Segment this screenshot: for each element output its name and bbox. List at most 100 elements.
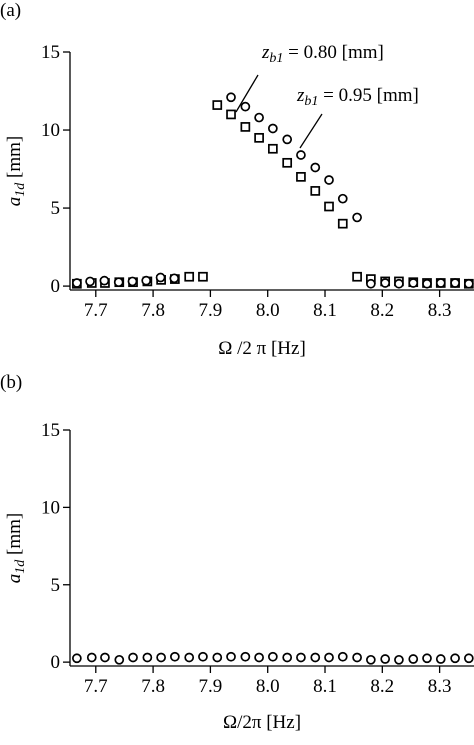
marker <box>240 122 251 132</box>
marker <box>296 652 306 663</box>
marker <box>422 278 432 289</box>
marker <box>352 212 362 223</box>
marker <box>408 278 419 288</box>
marker <box>212 652 223 663</box>
marker <box>254 652 264 663</box>
marker <box>85 276 95 287</box>
x-tick-label: 8.1 <box>313 676 337 697</box>
marker <box>463 278 474 289</box>
marker <box>422 653 432 664</box>
y-tick-label: 10 <box>41 120 60 141</box>
marker <box>86 652 97 663</box>
marker <box>352 271 362 282</box>
marker <box>240 651 251 662</box>
marker <box>127 276 138 287</box>
marker <box>113 277 124 288</box>
marker <box>198 651 208 662</box>
marker <box>240 101 251 112</box>
marker <box>226 92 236 103</box>
marker <box>282 134 293 145</box>
marker <box>141 275 152 286</box>
annotation-symbol: z <box>261 42 270 63</box>
marker <box>337 193 348 204</box>
marker <box>100 652 110 663</box>
marker <box>282 652 293 663</box>
annotation: zb1 = 0.80 [mm] <box>261 42 384 66</box>
y-label-symbol: a <box>4 197 25 207</box>
y-tick-label: 0 <box>51 652 61 673</box>
marker <box>155 272 166 283</box>
y-tick-label: 5 <box>51 575 61 596</box>
y-label-unit: [mm] <box>4 136 25 178</box>
marker <box>408 654 419 664</box>
y-label-symbol: a <box>4 574 25 584</box>
x-tick-label: 8.3 <box>428 676 452 697</box>
y-label-subscript: 1d <box>13 559 28 574</box>
x-tick-label: 8.0 <box>256 676 280 697</box>
marker <box>380 278 391 288</box>
y-label-unit: [mm] <box>4 513 25 555</box>
marker <box>380 654 391 664</box>
marker <box>142 652 153 663</box>
marker <box>169 273 180 284</box>
marker <box>435 654 446 664</box>
marker <box>310 652 321 663</box>
marker <box>268 123 278 134</box>
marker <box>324 201 334 212</box>
x-tick-label: 7.9 <box>199 300 223 321</box>
panel-label: (a) <box>0 0 21 21</box>
y-tick-label: 0 <box>51 276 61 297</box>
marker <box>72 278 82 288</box>
marker <box>324 652 334 663</box>
marker <box>212 100 223 110</box>
marker <box>366 654 376 665</box>
x-tick-label: 7.7 <box>84 676 108 697</box>
marker <box>184 271 195 282</box>
marker <box>435 278 446 288</box>
marker <box>128 652 138 663</box>
x-tick-label: 7.7 <box>84 300 108 321</box>
marker <box>184 652 195 663</box>
marker <box>394 278 404 289</box>
marker <box>282 157 293 168</box>
marker <box>450 653 460 664</box>
annotation-subscript: b1 <box>304 94 318 109</box>
y-tick-label: 5 <box>51 198 61 219</box>
marker <box>310 162 321 173</box>
leader-line <box>299 113 323 149</box>
annotation-symbol: z <box>296 85 305 106</box>
marker <box>310 186 321 196</box>
x-tick-label: 7.8 <box>141 676 165 697</box>
x-tick-label: 7.8 <box>141 300 165 321</box>
marker <box>226 651 236 662</box>
marker <box>352 652 362 663</box>
x-tick-label: 8.2 <box>370 676 394 697</box>
marker <box>254 112 264 123</box>
marker <box>324 175 334 185</box>
marker <box>268 143 278 154</box>
marker <box>114 654 125 665</box>
marker <box>156 652 166 663</box>
marker <box>337 218 348 229</box>
annotation-text: = 0.95 [mm] <box>318 85 418 106</box>
y-label-subscript: 1d <box>13 182 28 197</box>
annotation-text: = 0.80 [mm] <box>283 42 383 63</box>
marker <box>170 651 180 662</box>
marker <box>463 653 474 664</box>
y-tick-label: 10 <box>41 497 60 518</box>
marker <box>366 278 376 289</box>
annotation-subscript: b1 <box>269 51 283 66</box>
marker <box>296 172 306 182</box>
x-tick-label: 8.0 <box>256 300 280 321</box>
marker <box>296 150 306 160</box>
marker <box>72 653 82 664</box>
marker <box>254 132 264 143</box>
marker <box>99 275 110 286</box>
annotation: zb1 = 0.95 [mm] <box>296 85 419 109</box>
marker <box>226 109 236 120</box>
x-tick-label: 8.1 <box>313 300 337 321</box>
marker <box>198 271 208 282</box>
y-axis-label: a1d [mm] <box>4 136 28 206</box>
x-tick-label: 7.9 <box>199 676 223 697</box>
